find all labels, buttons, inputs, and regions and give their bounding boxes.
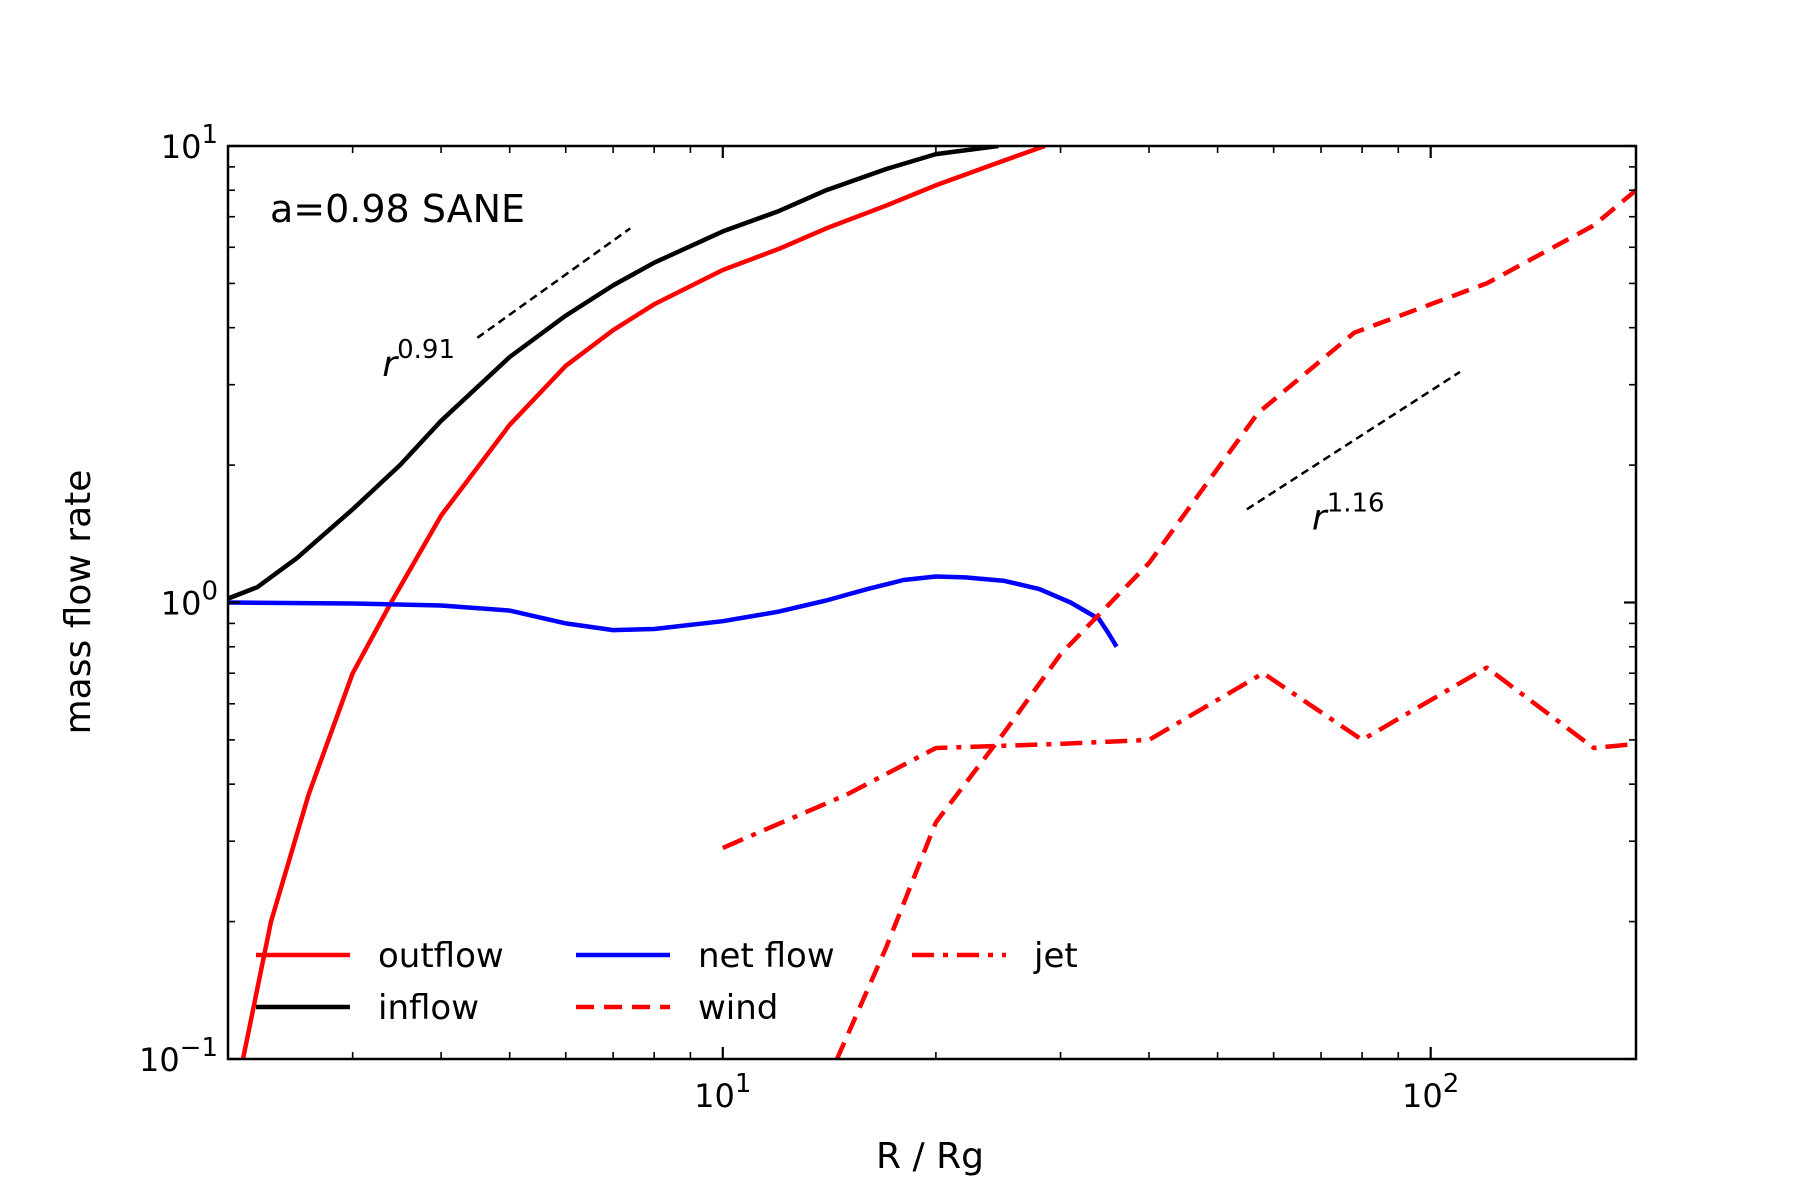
- reference-lines: [476, 227, 1461, 511]
- plot-frame: [226, 144, 1638, 1061]
- legend-label-wind: wind: [698, 988, 778, 1028]
- legend-label-outflow: outflow: [378, 936, 504, 976]
- legend: outflow inflow net flow wind jet: [256, 936, 1078, 1028]
- y-axis-label: mass flow rate: [58, 470, 99, 735]
- y-tick-label: 10−1: [139, 1033, 218, 1079]
- legend-label-jet: jet: [1033, 936, 1078, 976]
- reference-line-2: [1246, 370, 1461, 511]
- reference-line-label-1: r0.91: [382, 335, 455, 385]
- chart-annotation: a=0.98 SANE: [270, 187, 525, 231]
- legend-label-net-flow: net flow: [698, 936, 835, 976]
- x-tick-label: 101: [694, 1069, 751, 1115]
- y-tick-label: 100: [161, 577, 218, 623]
- tick-labels: 101 102 10−1 100 101: [139, 120, 1459, 1115]
- reference-line-exponent: 1.16: [1327, 488, 1385, 518]
- x-tick-label: 102: [1402, 1069, 1459, 1115]
- axis-ticks: [227, 144, 1636, 1061]
- legend-label-inflow: inflow: [378, 988, 479, 1028]
- x-axis-label: R / Rg: [876, 1136, 984, 1177]
- series-layer: [228, 146, 1636, 1059]
- y-tick-label: 101: [161, 120, 218, 166]
- reference-line-label-2: r1.16: [1312, 488, 1385, 538]
- series-line-inflow: [228, 146, 999, 601]
- series-line-outflow: [240, 146, 1046, 1059]
- reference-line-exponent: 0.91: [397, 335, 455, 365]
- series-line-wind: [834, 188, 1636, 1059]
- series-line-jet: [721, 665, 1636, 850]
- reference-line-1: [476, 227, 631, 339]
- series-line-net-flow: [228, 574, 1119, 648]
